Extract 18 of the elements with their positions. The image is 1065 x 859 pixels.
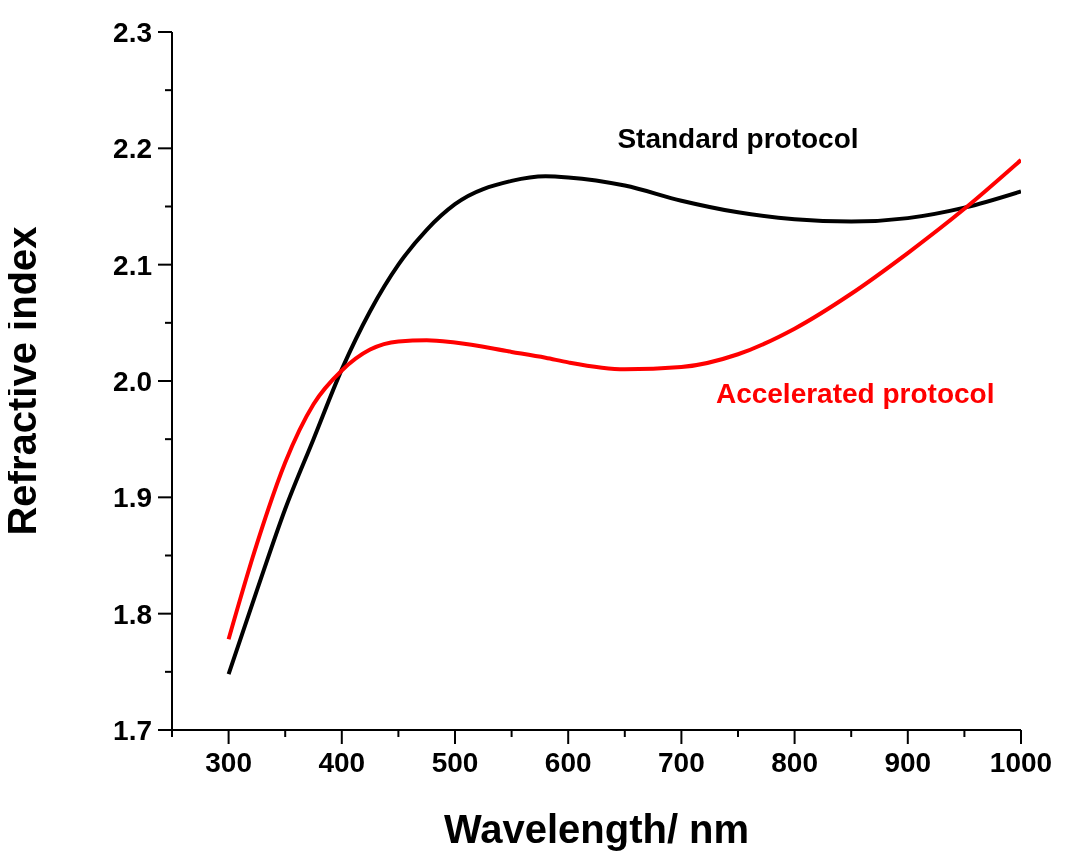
series-label: Standard protocol — [617, 123, 859, 155]
x-tick-label: 600 — [544, 747, 592, 778]
y-tick-label: 1.9 — [113, 482, 152, 514]
y-tick-label: 2.1 — [113, 249, 152, 281]
y-tick-label: 2.2 — [113, 133, 152, 165]
x-axis-title: Wavelength/ nm — [443, 807, 750, 851]
x-tick-label: 900 — [884, 747, 932, 778]
series-label: Accelerated protocol — [715, 377, 995, 409]
x-tick-label: 300 — [205, 747, 252, 778]
y-tick-label: 1.8 — [113, 598, 152, 630]
x-tick-label: 1000 — [989, 747, 1053, 778]
y-tick-label: 2.0 — [113, 366, 152, 397]
y-tick-label: 2.3 — [113, 17, 152, 48]
y-tick-label: 1.7 — [113, 715, 152, 746]
x-tick-label: 400 — [318, 747, 366, 778]
x-tick-label: 800 — [771, 747, 818, 778]
x-tick-label: 500 — [431, 747, 479, 778]
x-tick-label: 700 — [658, 747, 705, 778]
